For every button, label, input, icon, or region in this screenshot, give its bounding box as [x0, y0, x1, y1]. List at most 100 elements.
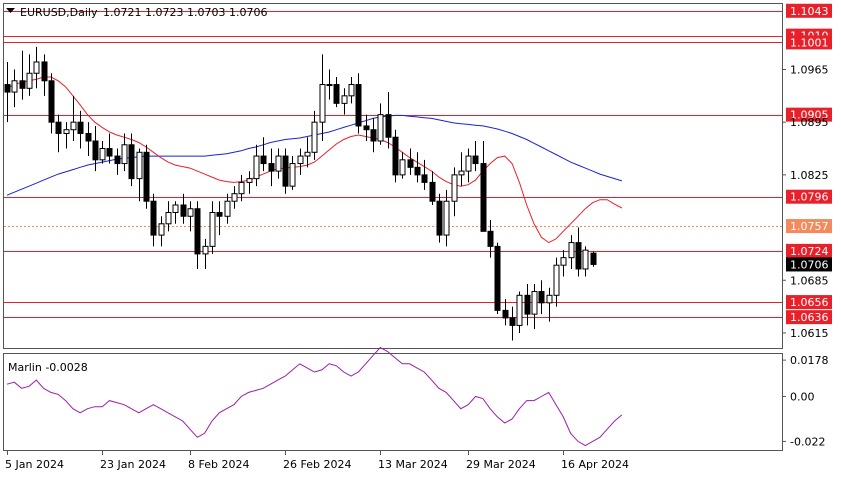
- candle-body: [348, 84, 355, 97]
- candle-body: [407, 159, 414, 168]
- candles-layer: [4, 46, 597, 341]
- level-badge: [786, 295, 832, 310]
- candle-body: [63, 129, 70, 134]
- candle-body: [509, 317, 516, 326]
- level-badge: [786, 3, 832, 18]
- candle-body: [187, 208, 194, 217]
- candle-body: [421, 174, 428, 183]
- x-tick-label: 23 Jan 2024: [100, 458, 166, 471]
- candle-body: [121, 144, 128, 165]
- candle-body: [443, 200, 450, 236]
- candle-body: [260, 155, 267, 165]
- candle-body: [385, 114, 392, 138]
- candle-body: [392, 136, 399, 176]
- level-badge: [786, 243, 832, 258]
- candle-body: [85, 132, 92, 142]
- candle-body: [216, 212, 223, 217]
- x-tick-label: 13 Mar 2024: [378, 458, 448, 471]
- ma-fast-line: [6, 76, 623, 244]
- level-badge: [786, 219, 832, 234]
- level-badge-label: 1.1043: [790, 5, 829, 18]
- current-price-label: 1.0706: [790, 258, 829, 271]
- candle-body: [128, 144, 135, 180]
- y-tick-label: 1.0615: [790, 327, 829, 340]
- candle-body: [399, 159, 406, 176]
- candle-body: [4, 84, 11, 93]
- y-axis-ticks: 1.0965 1.0895 1.0825 1.0685 1.0615: [782, 63, 829, 340]
- x-tick-label: 29 Mar 2024: [466, 458, 536, 471]
- candle-body: [524, 294, 531, 315]
- candle-body: [136, 151, 143, 180]
- candle-body: [516, 294, 523, 326]
- indicator-level-label: 0.00: [790, 390, 815, 403]
- x-tick-label: 5 Jan 2024: [5, 458, 64, 471]
- y-tick-label: 1.0825: [790, 169, 829, 182]
- level-badge-label: 1.0905: [790, 109, 829, 122]
- candle-body: [304, 151, 311, 157]
- candle-body: [560, 257, 567, 266]
- collapse-triangle-icon[interactable]: [6, 8, 15, 13]
- y-tick-label: 1.0965: [790, 63, 829, 76]
- candle-body: [363, 125, 370, 131]
- candle-body: [355, 84, 362, 127]
- candle-body: [77, 121, 84, 134]
- candle-body: [289, 163, 296, 187]
- candle-body: [92, 140, 99, 161]
- candle-body: [224, 200, 231, 217]
- candle-body: [114, 155, 121, 165]
- candle-body: [553, 264, 560, 296]
- candle-body: [253, 155, 260, 180]
- candle-body: [41, 61, 48, 82]
- level-badge: [786, 189, 832, 204]
- candle-body: [26, 72, 33, 89]
- candle-body: [275, 155, 282, 172]
- header-legend: EURUSD,Daily 1.0721 1.0723 1.0703 1.0706: [6, 6, 267, 19]
- candle-body: [158, 223, 165, 236]
- candle-body: [568, 242, 575, 259]
- candle-body: [165, 212, 172, 225]
- candle-body: [282, 155, 289, 187]
- level-badge: [786, 310, 832, 325]
- symbol-label: EURUSD,Daily: [20, 6, 98, 19]
- candle-body: [377, 114, 384, 142]
- level-badge-label: 1.0757: [790, 220, 829, 233]
- candle-body: [458, 170, 465, 176]
- candle-body: [238, 181, 245, 195]
- candle-body: [341, 95, 348, 104]
- candle-body: [143, 151, 150, 202]
- candle-body: [326, 84, 333, 87]
- candle-body: [297, 155, 304, 165]
- candle-body: [246, 178, 253, 183]
- level-badge-label: 1.0636: [790, 311, 829, 324]
- candle-body: [472, 155, 479, 165]
- candle-body: [150, 200, 157, 236]
- candle-body: [19, 80, 26, 89]
- ohlc-values: 1.0721 1.0723 1.0703 1.0706: [103, 6, 267, 19]
- candle-body: [414, 166, 421, 176]
- candle-body: [436, 200, 443, 236]
- candle-body: [546, 294, 553, 304]
- price-badges-layer: 1.10431.10101.10011.09051.07961.07571.07…: [786, 3, 832, 325]
- candle-body: [55, 121, 62, 134]
- indicator-label: Marlin -0.0028: [8, 361, 88, 374]
- candle-body: [99, 148, 106, 161]
- marlin-line: [6, 346, 623, 447]
- x-axis-labels: 5 Jan 2024 23 Jan 2024 8 Feb 2024 26 Feb 20…: [5, 451, 629, 471]
- candle-body: [33, 61, 40, 74]
- candle-body: [180, 204, 187, 217]
- candle-body: [575, 242, 582, 270]
- x-tick-label: 26 Feb 2024: [283, 458, 351, 471]
- level-badge: [786, 35, 832, 50]
- level-badge-label: 1.0724: [790, 245, 829, 258]
- level-badge-label: 1.1001: [790, 36, 829, 49]
- candle-body: [311, 121, 318, 153]
- candle-body: [502, 309, 509, 319]
- candle-body: [538, 291, 545, 304]
- indicator-level-label: -0.022: [790, 435, 825, 448]
- x-tick-label: 8 Feb 2024: [188, 458, 249, 471]
- main-pane-border: [3, 3, 783, 349]
- candle-body: [487, 230, 494, 247]
